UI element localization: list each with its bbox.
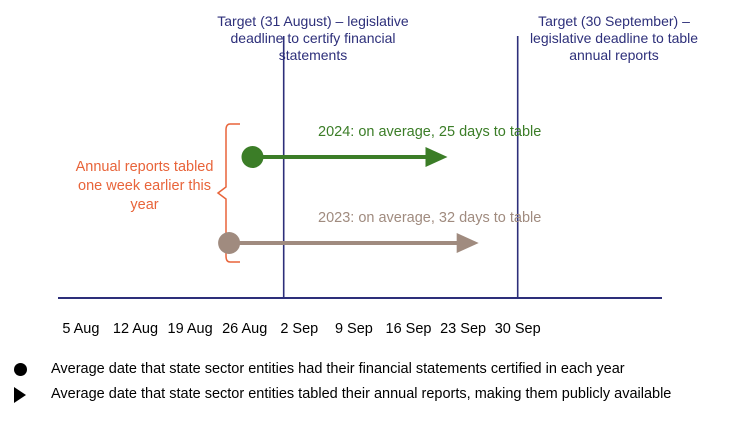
x-tick-label: 26 Aug: [222, 321, 267, 337]
tabled-marker-2023: [456, 233, 479, 253]
target-label-certify: Target (31 August) – legislative deadlin…: [217, 13, 409, 63]
certified-marker-2023: [218, 232, 241, 254]
certified-marker-2024: [241, 146, 264, 168]
circle-marker-icon: [14, 363, 27, 376]
x-tick-label: 16 Sep: [386, 321, 432, 337]
series-label-2023: 2023: on average, 32 days to table: [318, 210, 541, 226]
x-tick-label: 30 Sep: [495, 321, 541, 337]
legend-label-certified: Average date that state sector entities …: [51, 361, 625, 377]
legend-label-tabled: Average date that state sector entities …: [51, 386, 672, 402]
x-tick-label: 5 Aug: [62, 321, 99, 337]
tabled-marker-2024: [425, 147, 448, 167]
triangle-marker-icon: [14, 387, 26, 403]
target-label-table: Target (30 September) – legislative dead…: [529, 13, 699, 63]
x-tick-label: 23 Sep: [440, 321, 486, 337]
timeline-chart: 5 Aug 12 Aug 19 Aug 26 Aug 2 Sep 9 Sep 16 Sep 2…: [58, 36, 662, 337]
x-tick-label: 2 Sep: [280, 321, 318, 337]
x-tick-label: 19 Aug: [168, 321, 213, 337]
callout-bracket: [216, 123, 240, 263]
x-tick-label: 12 Aug: [113, 321, 158, 337]
x-tick-label: 9 Sep: [335, 321, 373, 337]
series-label-2024: 2024: on average, 25 days to table: [318, 124, 541, 140]
callout-text: Annual reports tabled one week earlier t…: [75, 159, 214, 213]
